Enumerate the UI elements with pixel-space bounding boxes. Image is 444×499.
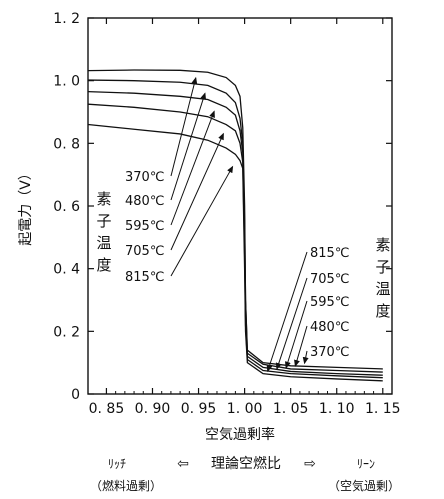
left-temp-label: 815℃	[125, 270, 164, 285]
right-temp-label: 595℃	[310, 295, 349, 310]
left-temp-arrow	[170, 76, 198, 177]
y-tick-label: 0. 8	[53, 136, 80, 152]
x-tick-label: 1. 15	[365, 401, 401, 417]
right-arrow-icon: ⇨	[304, 456, 316, 472]
x-axis-title: 空気過剰率	[205, 426, 275, 443]
series-line	[87, 123, 383, 382]
right-temp-arrow	[266, 251, 308, 373]
left-temp-arrow	[170, 132, 224, 251]
left-temp-label: 480℃	[125, 194, 164, 209]
left-element-temp-char: 温	[96, 234, 111, 252]
right-temp-arrow	[275, 277, 308, 371]
y-tick-label: 1. 0	[53, 74, 80, 90]
left-element-temp-char: 子	[96, 212, 111, 230]
right-temp-arrow	[294, 325, 308, 368]
y-tick-label: 1. 2	[53, 11, 80, 27]
left-temp-arrow	[170, 92, 207, 201]
y-tick-label: 0. 2	[53, 324, 80, 340]
stoichiometric-label: 理論空燃比	[211, 455, 281, 472]
left-arrow-icon: ⇦	[177, 456, 189, 472]
x-tick-label: 0. 95	[181, 401, 217, 417]
left-temp-label: 595℃	[125, 219, 164, 234]
text-layer: 0. 85 0. 90 0. 95 1. 00 1. 05 1. 10 1. 15 0 0. 2…	[18, 11, 401, 493]
x-tick-label: 0. 90	[135, 401, 171, 417]
lean-label: ﾘｰﾝ	[357, 457, 375, 471]
x-tick-label: 0. 85	[89, 401, 125, 417]
x-tick-label: 1. 05	[273, 401, 309, 417]
x-tick-label: 1. 00	[227, 401, 263, 417]
left-element-temp-char: 度	[96, 256, 111, 274]
left-temp-label: 370℃	[125, 170, 164, 185]
axes-layer	[87, 17, 393, 395]
right-temp-arrow	[284, 300, 308, 369]
left-temp-arrow	[170, 165, 234, 277]
y-tick-label: 0. 4	[53, 262, 80, 278]
right-temp-arrow	[302, 350, 309, 365]
right-element-temp-char: 素	[375, 236, 390, 254]
series-line	[87, 90, 383, 376]
right-element-temp-char: 度	[375, 302, 390, 320]
left-element-temp-char: 素	[96, 190, 111, 208]
lean-sub-label: （空気過剰）	[328, 478, 400, 493]
left-temp-label: 705℃	[125, 244, 164, 259]
x-tick-label: 1. 10	[319, 401, 355, 417]
rich-sub-label: （燃料過剰）	[90, 478, 162, 493]
left-temp-arrow	[170, 110, 215, 226]
right-temp-label: 370℃	[310, 345, 349, 360]
right-element-temp-char: 温	[375, 280, 390, 298]
y-tick-label: 0	[71, 387, 80, 403]
right-temp-label: 480℃	[310, 320, 349, 335]
annotation-layer	[170, 76, 309, 373]
rich-label: ﾘｯﾁ	[108, 457, 126, 471]
right-temp-label: 705℃	[310, 272, 349, 287]
right-temp-label: 815℃	[310, 246, 349, 261]
y-tick-label: 0. 6	[53, 199, 80, 215]
series-line	[87, 103, 383, 379]
y-axis-title: 起電力（V）	[18, 166, 34, 246]
right-element-temp-char: 子	[375, 258, 390, 276]
